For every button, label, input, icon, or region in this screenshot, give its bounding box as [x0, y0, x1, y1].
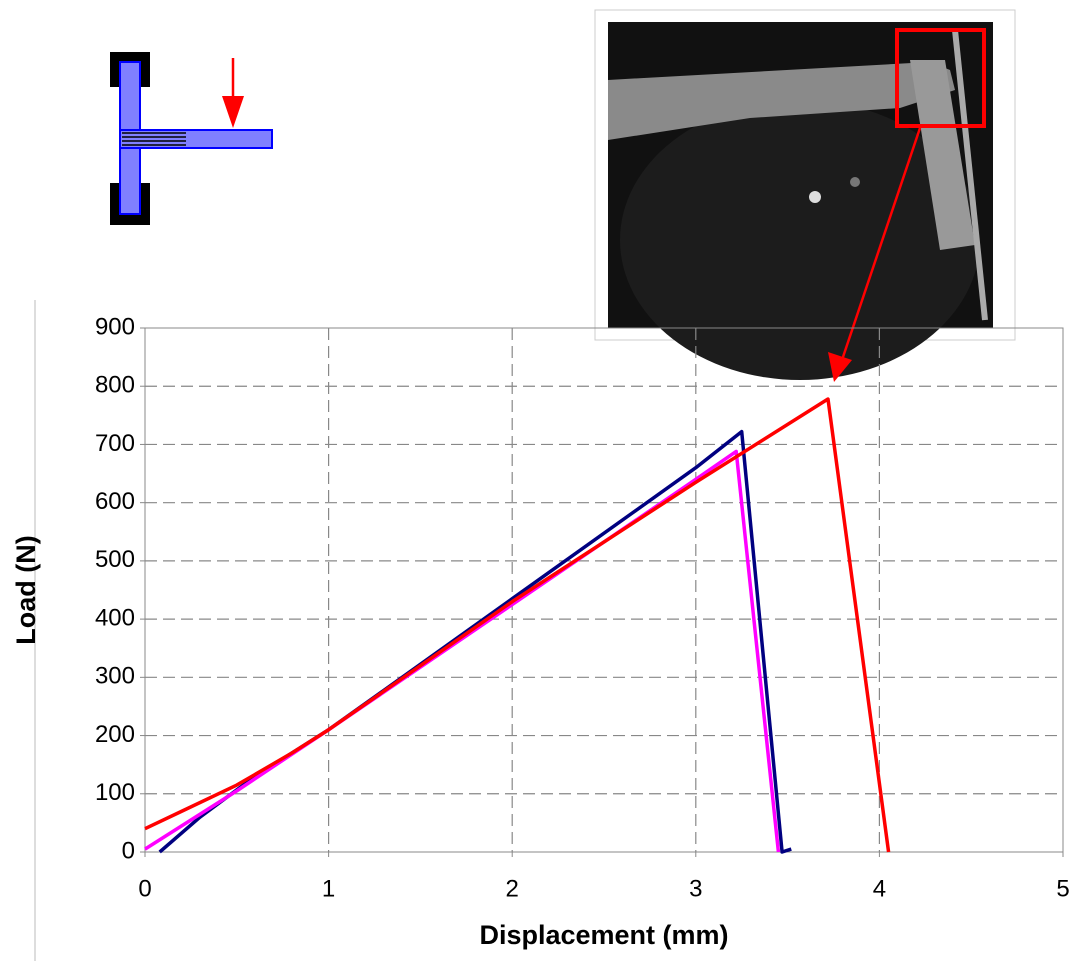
x-tick-label: 5 [1056, 875, 1069, 902]
y-tick-label: 200 [95, 721, 135, 748]
y-tick-label: 100 [95, 779, 135, 806]
y-axis-label: Load (N) [11, 535, 41, 644]
y-tick-label: 500 [95, 546, 135, 573]
plot-frame [144, 327, 1064, 853]
x-tick-label: 2 [506, 875, 519, 902]
specimen-sketch [110, 52, 273, 225]
x-tick-label: 4 [873, 875, 886, 902]
y-tick-label: 800 [95, 372, 135, 399]
y-tick-label: 0 [122, 837, 135, 864]
x-tick-label: 0 [138, 875, 151, 902]
y-tick-label: 900 [95, 313, 135, 340]
y-tick-label: 600 [95, 488, 135, 515]
photo-inset [594, 9, 1016, 382]
x-tick-label: 3 [689, 875, 702, 902]
data-line [158, 429, 792, 854]
y-tick-label: 400 [95, 604, 135, 631]
data-line [144, 449, 781, 853]
y-tick-label: 300 [95, 663, 135, 690]
y-tick-label: 700 [95, 430, 135, 457]
x-axis-label: Displacement (mm) [479, 920, 728, 950]
x-tick-label: 1 [322, 875, 335, 902]
data-line [144, 397, 891, 853]
